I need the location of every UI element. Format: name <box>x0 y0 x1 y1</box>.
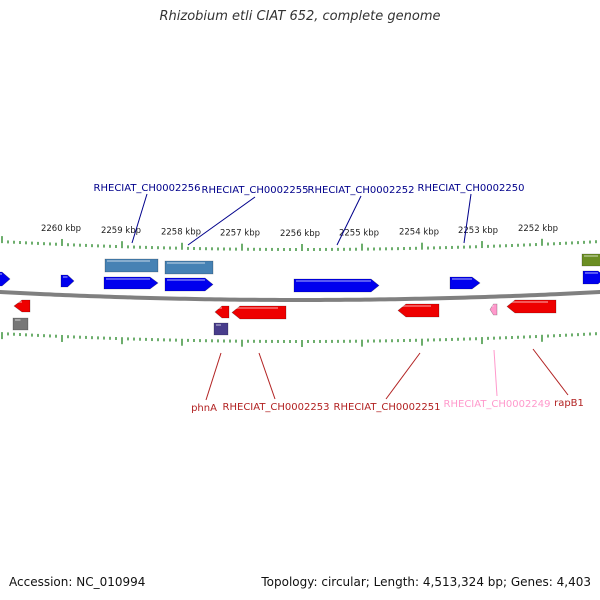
leader-line <box>532 348 569 396</box>
gene-label[interactable]: RHECIAT_CH0002253 <box>223 402 330 413</box>
gene-arrow-forward[interactable] <box>0 271 11 287</box>
outer-tick-ring <box>1 236 597 251</box>
gene-arrow-forward[interactable] <box>60 274 75 288</box>
gene-arrow-forward[interactable] <box>164 277 214 292</box>
ruler-label: 2259 kbp <box>101 226 141 236</box>
gene-features <box>0 253 600 336</box>
ruler-label: 2253 kbp <box>458 226 498 236</box>
inner-tick-ring <box>1 332 597 347</box>
gene-label[interactable]: RHECIAT_CH0002256 <box>94 183 201 194</box>
ruler-label: 2258 kbp <box>161 228 201 238</box>
gene-label[interactable]: RHECIAT_CH0002255 <box>202 185 309 196</box>
ruler-label: 2254 kbp <box>399 228 439 238</box>
leader-line <box>493 349 498 397</box>
gene-label[interactable]: RHECIAT_CH0002251 <box>334 402 441 413</box>
gene-label[interactable]: rapB1 <box>554 398 584 409</box>
gene-block-other[interactable] <box>581 253 600 267</box>
leader-line <box>385 352 421 400</box>
gene-labels: RHECIAT_CH0002256 RHECIAT_CH0002255 RHECIA… <box>94 183 584 414</box>
ruler-label: 2252 kbp <box>518 224 558 234</box>
gene-label[interactable]: RHECIAT_CH0002250 <box>418 183 525 194</box>
gene-block-other[interactable] <box>164 260 214 275</box>
ruler-label: 2256 kbp <box>280 229 320 239</box>
gene-arrow-reverse[interactable] <box>397 303 440 318</box>
ruler-label: 2257 kbp <box>220 229 260 239</box>
label-leader-lines <box>131 193 569 401</box>
genome-backbone <box>0 289 600 302</box>
gene-arrow-reverse[interactable] <box>13 299 31 313</box>
gene-arrow-pseudo[interactable] <box>489 303 498 316</box>
leader-line <box>258 352 276 400</box>
gene-arrow-reverse[interactable] <box>214 305 230 319</box>
map-title: Rhizobium etli CIAT 652, complete genome <box>159 9 441 24</box>
gene-arrow-forward[interactable] <box>582 270 600 285</box>
gene-block-other[interactable] <box>12 317 29 331</box>
gene-arrow-forward[interactable] <box>103 276 159 290</box>
gene-arrow-forward[interactable] <box>449 276 481 290</box>
gene-arrow-reverse[interactable] <box>231 305 287 320</box>
gene-label[interactable]: phnA <box>191 403 217 414</box>
gene-arrow-forward[interactable] <box>293 278 380 293</box>
leader-line <box>205 352 222 401</box>
leader-line <box>463 193 472 244</box>
genome-summary-text: Topology: circular; Length: 4,513,324 bp… <box>261 575 591 589</box>
gene-arrow-reverse[interactable] <box>506 299 557 314</box>
gene-label[interactable]: RHECIAT_CH0002249 <box>444 399 551 410</box>
ruler-labels: 2260 kbp 2259 kbp 2258 kbp 2257 kbp 2256 kbp… <box>41 224 558 239</box>
leader-line <box>131 193 148 244</box>
leader-line <box>336 195 362 246</box>
leader-line <box>187 196 256 246</box>
gene-block-other[interactable] <box>104 258 159 273</box>
accession-text: Accession: NC_010994 <box>9 575 146 589</box>
ruler-label: 2255 kbp <box>339 229 379 239</box>
ruler-label: 2260 kbp <box>41 224 81 234</box>
gene-label[interactable]: RHECIAT_CH0002252 <box>308 185 415 196</box>
gene-block-other[interactable] <box>213 322 229 336</box>
